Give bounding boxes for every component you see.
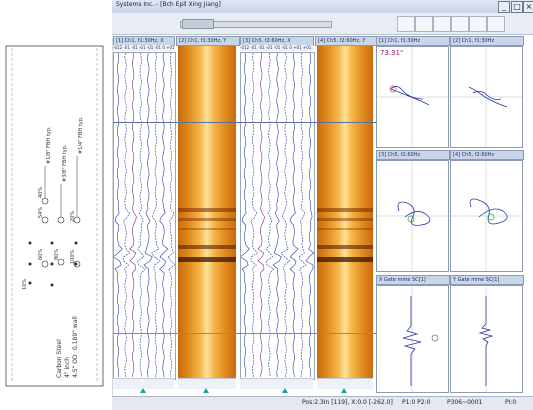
waveform-trace <box>289 52 299 378</box>
strip2-scrollbar[interactable] <box>178 378 236 389</box>
toolbar-button-1[interactable] <box>397 16 415 32</box>
toolbar-button-2[interactable] <box>415 16 433 32</box>
toolbar-slider-thumb[interactable] <box>182 19 214 29</box>
strip4-header: [4] Ch5, f2:60Hz, Y <box>315 36 377 46</box>
pct-label-1: 40% <box>38 186 44 198</box>
lissa4-trace <box>451 161 522 271</box>
waveform-trace <box>272 52 282 378</box>
close-icon[interactable]: × <box>523 1 533 13</box>
strip2-header: [2] Ch1, f1:30Hz, Y <box>176 36 240 46</box>
drawing-material: Carbon Steel <box>56 339 63 378</box>
lissa3-trace <box>377 161 448 271</box>
waveform-trace <box>122 52 131 378</box>
pct-label-5: 20% <box>70 210 76 222</box>
lissa4-plot[interactable] <box>450 160 523 272</box>
strip2-cscan[interactable] <box>178 46 236 378</box>
pct-label-3: 60% <box>38 248 44 260</box>
pct-label-6: 80% <box>54 248 60 260</box>
drawing-wall: 0.189" wall <box>72 316 79 350</box>
status-position: Pos:2.3In [119], X:0.0 [-262.0] <box>302 399 393 406</box>
lissa2-plot[interactable] <box>450 46 523 148</box>
lissa5-trace <box>402 286 439 392</box>
window-title: Systems Inc. - [Bch Epll Xing Jiang] <box>116 1 221 8</box>
strip4-cscan[interactable] <box>317 46 373 378</box>
lissa1-header: [1] Ch1, f1:30Hz <box>376 36 450 46</box>
strip4-scrollbar[interactable] <box>317 378 373 389</box>
lissa5-header: X Gate mme SC[1] <box>376 275 450 285</box>
status-probes: P1:0 P2:0 <box>402 399 431 406</box>
waveform-trace <box>298 52 307 378</box>
toolbar-button-3[interactable] <box>433 16 451 32</box>
strip2-marker-icon[interactable] <box>203 388 209 393</box>
lissa3-plot[interactable] <box>376 160 449 272</box>
lissa4-header: [4] Ch5, f2:60Hz <box>450 150 524 160</box>
fbh-label-1: #1/8" FBH typ. <box>46 126 52 164</box>
drawing-od: 4.5" OD <box>72 354 79 378</box>
strip3-traces <box>239 52 315 378</box>
strip1-traces <box>112 52 176 378</box>
status-bar: Pos:2.3In [119], X:0.0 [-262.0] P1:0 P2:… <box>112 396 533 410</box>
toolbar-button-6[interactable] <box>487 16 505 32</box>
waveform-trace <box>159 52 169 378</box>
pct-label-4: 100% <box>70 249 76 264</box>
strip3-scale: -012 -01 -01 -01 -01 -01 0 +01 +01 +01 <box>240 45 313 51</box>
strip1-scrollbar[interactable] <box>113 378 174 389</box>
lissa1-value: 73.31" <box>380 49 404 57</box>
window-title-bar: Systems Inc. - [Bch Epll Xing Jiang] _ □… <box>112 0 533 14</box>
lissa5-plot[interactable] <box>376 285 449 393</box>
waveform-trace <box>239 52 250 378</box>
waveform-trace <box>250 52 258 378</box>
drawing-outline <box>5 45 104 387</box>
waveform-trace <box>305 52 315 378</box>
lissa2-header: [2] Ch1, f1:30Hz <box>450 36 524 46</box>
cursor-line-top[interactable] <box>113 122 376 123</box>
status-pi: PI:0 <box>505 399 517 406</box>
lissa3-header: [3] Ch5, f2:60Hz <box>376 150 450 160</box>
waveform-trace <box>280 52 291 378</box>
lissa6-plot[interactable] <box>450 285 523 393</box>
waveform-trace <box>143 52 153 378</box>
calibration-drawing: #1/8" FBH typ. #3/8" FBH typ. #1/4" FBH … <box>0 38 113 396</box>
lissa2-trace <box>451 47 522 147</box>
waveform-trace <box>257 52 265 378</box>
pct-label-7: 10% <box>22 278 28 290</box>
strip1-marker-icon[interactable] <box>140 388 146 393</box>
lissa1-trace <box>377 47 448 147</box>
minimize-icon[interactable]: _ <box>498 1 510 13</box>
pct-label-2: 54% <box>38 206 44 218</box>
waveform-trace <box>151 52 161 378</box>
drawing-size: 4" inch <box>64 356 71 378</box>
waveform-trace <box>137 52 146 378</box>
waveform-trace <box>112 52 123 378</box>
strip3-marker-icon[interactable] <box>282 388 288 393</box>
lissa6-header: Y Gate mme SC[1] <box>450 275 524 285</box>
strip4-marker-icon[interactable] <box>341 388 347 393</box>
cursor-line-bottom[interactable] <box>113 333 376 334</box>
maximize-icon[interactable]: □ <box>511 1 523 13</box>
waveform-trace <box>265 52 275 378</box>
toolbar-slider-track[interactable] <box>180 21 332 28</box>
waveform-trace <box>129 52 137 378</box>
status-pc: P306~0001 <box>447 399 483 406</box>
fbh-label-2: #3/8" FBH typ. <box>62 144 68 182</box>
strip3-scrollbar[interactable] <box>240 378 313 389</box>
strip1-waveform[interactable] <box>112 52 176 380</box>
fbh-label-3: #1/4" FBH typ. <box>78 116 84 154</box>
waveform-trace <box>167 52 176 378</box>
toolbar-button-5[interactable] <box>469 16 487 32</box>
toolbar-button-4[interactable] <box>451 16 469 32</box>
toolbar <box>112 13 533 35</box>
lissa1-plot[interactable]: 73.31" <box>376 46 449 148</box>
strip1-scale: -012 -01 -01 -01 -01 -01 0 +01 +01 +01 <box>113 45 174 51</box>
lissa6-trace <box>478 286 494 392</box>
strip3-waveform[interactable] <box>239 52 315 380</box>
